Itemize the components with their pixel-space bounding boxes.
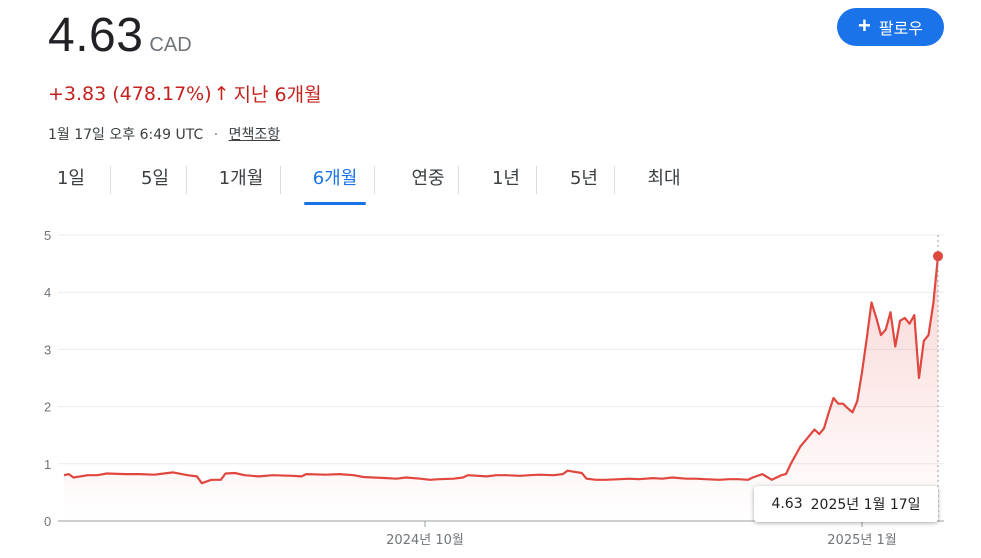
disclaimer-link[interactable]: 면책조항 xyxy=(228,127,281,143)
tab-1-month[interactable]: 1개월 xyxy=(218,168,264,189)
change-period: 지난 6개월 xyxy=(233,84,322,106)
tab-divider xyxy=(280,166,281,194)
tab-1-day[interactable]: 1일 xyxy=(56,168,85,189)
y-tick-label: 3 xyxy=(44,342,51,357)
y-tick-label: 5 xyxy=(44,228,51,243)
x-tick-label: 2025년 1월 xyxy=(827,533,896,548)
tab-max[interactable]: 최대 xyxy=(647,168,681,189)
arrow-up-icon: ↑ xyxy=(213,82,230,105)
timestamp-row: 1월 17일 오후 6:49 UTC · 면책조항 xyxy=(48,124,280,144)
x-tick-label: 2024년 10월 xyxy=(386,533,464,548)
tab-divider xyxy=(186,166,187,194)
y-tick-label: 4 xyxy=(44,285,51,300)
price-line xyxy=(63,256,940,485)
follow-button[interactable]: + 팔로우 xyxy=(837,8,944,46)
tab-6-month[interactable]: 6개월 xyxy=(304,158,366,205)
tab-divider xyxy=(374,166,375,194)
last-point-marker xyxy=(933,251,943,262)
follow-label: 팔로우 xyxy=(878,21,924,38)
price-header: 4.63 CAD xyxy=(48,8,192,63)
tab-ytd[interactable]: 연중 xyxy=(411,168,445,189)
tooltip-date: 2025년 1월 17일 xyxy=(810,497,921,513)
separator: · xyxy=(213,127,219,143)
y-tick-label: 2 xyxy=(44,400,51,415)
tab-5-year[interactable]: 5년 xyxy=(569,168,598,189)
range-tabs: 1일 5일 1개월 6개월 연중 1년 5년 최대 xyxy=(48,158,684,205)
timestamp: 1월 17일 오후 6:49 UTC xyxy=(48,127,204,143)
price-area-fill xyxy=(64,256,938,521)
plus-icon: + xyxy=(857,13,871,38)
tab-divider xyxy=(110,166,111,194)
tab-divider xyxy=(614,166,615,194)
tab-divider xyxy=(458,166,459,194)
chart-tooltip: 4.63 2025년 1월 17일 xyxy=(754,486,938,522)
price-change: +3.83 (478.17%) ↑ 지난 6개월 xyxy=(48,80,322,107)
tooltip-value: 4.63 xyxy=(771,496,803,512)
tab-1-year[interactable]: 1년 xyxy=(491,168,520,189)
y-tick-label: 1 xyxy=(44,457,51,472)
current-price: 4.63 xyxy=(48,9,144,62)
change-value: +3.83 (478.17%) xyxy=(48,82,212,105)
tab-divider xyxy=(536,166,537,194)
y-tick-label: 0 xyxy=(44,514,51,529)
tab-5-day[interactable]: 5일 xyxy=(140,168,169,189)
currency-code: CAD xyxy=(149,34,192,56)
